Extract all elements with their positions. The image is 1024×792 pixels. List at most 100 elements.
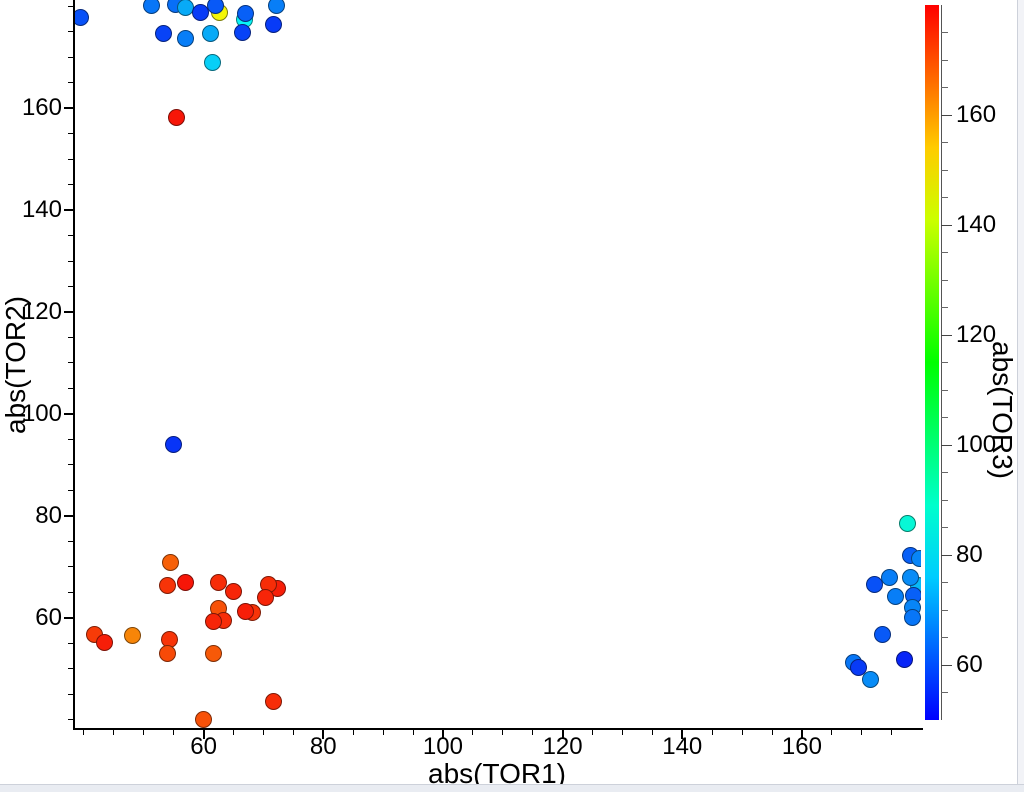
x-major-tick: [441, 730, 444, 739]
y-minor-tick: [68, 693, 73, 695]
scatter-point: [205, 613, 223, 631]
scatter-point: [155, 24, 173, 42]
colorbar-minor-tick: [941, 692, 948, 693]
x-minor-tick: [711, 730, 713, 735]
colorbar-minor-tick: [941, 472, 948, 473]
scatter-point: [267, 0, 285, 14]
scatter-point: [265, 16, 283, 34]
y-axis-title: abs(TOR2): [0, 296, 31, 434]
x-axis-line: [73, 728, 923, 730]
scatter-point: [895, 651, 913, 669]
scatter-point: [159, 644, 177, 662]
scatter-point: [165, 435, 183, 453]
scatter-point: [192, 3, 210, 21]
y-minor-tick: [68, 133, 73, 135]
y-minor-tick: [68, 362, 73, 364]
colorbar-minor-tick: [941, 527, 948, 528]
scatter-point: [898, 514, 916, 532]
scatter-point: [177, 574, 195, 592]
y-tick-label: 140: [21, 196, 62, 224]
colorbar-minor-tick: [941, 32, 948, 33]
y-minor-tick: [68, 56, 73, 58]
y-tick-label: 120: [21, 297, 62, 325]
colorbar-major-tick: [941, 444, 952, 446]
scatter-point: [143, 0, 161, 14]
colorbar-major-tick: [941, 114, 952, 116]
y-axis-line: [73, 0, 75, 730]
scatter-point: [177, 29, 195, 47]
x-tick-label: 120: [542, 733, 583, 760]
scatter-point: [886, 588, 904, 606]
x-minor-tick: [861, 730, 863, 735]
plot-area: [75, 0, 921, 729]
y-minor-tick: [68, 387, 73, 389]
x-minor-tick: [771, 730, 773, 735]
colorbar-minor-tick: [941, 252, 948, 253]
x-minor-tick: [292, 730, 294, 735]
scatter-point: [204, 53, 222, 71]
scatter-point: [202, 24, 220, 42]
colorbar-major-tick: [941, 224, 952, 226]
colorbar-tick-label: 60: [956, 651, 983, 678]
x-minor-tick: [592, 730, 594, 735]
colorbar-tick-label: 160: [956, 101, 997, 128]
x-major-tick: [800, 730, 803, 739]
scatter-point: [910, 550, 921, 568]
scatter-point: [257, 589, 275, 607]
x-tick-label: 60: [190, 733, 217, 760]
y-minor-tick: [68, 489, 73, 491]
window-bottom-strip: [0, 784, 1024, 792]
scatter-point: [237, 4, 255, 22]
scatter-point: [237, 603, 255, 621]
y-minor-tick: [68, 82, 73, 84]
y-minor-tick: [68, 5, 73, 7]
y-minor-tick: [68, 642, 73, 644]
colorbar: [925, 5, 939, 720]
colorbar-minor-tick: [941, 87, 948, 88]
colorbar-minor-tick: [941, 307, 948, 308]
x-minor-tick: [233, 730, 235, 735]
colorbar-minor-tick: [941, 169, 948, 171]
x-minor-tick: [412, 730, 414, 735]
scatter-point: [880, 568, 898, 586]
scatter-point: [195, 711, 213, 729]
y-minor-tick: [68, 158, 73, 160]
scatter-point: [162, 554, 180, 572]
scatter-point: [207, 0, 225, 14]
y-minor-tick: [68, 719, 73, 721]
x-minor-tick: [502, 730, 504, 735]
scatter-point: [205, 644, 223, 662]
x-minor-tick: [113, 730, 115, 735]
x-minor-tick: [621, 730, 623, 735]
colorbar-minor-tick: [941, 389, 948, 391]
colorbar-minor-tick: [941, 59, 948, 61]
x-minor-tick: [83, 730, 85, 735]
window-right-edge: [1017, 0, 1024, 784]
x-minor-tick: [143, 730, 145, 735]
y-minor-tick: [68, 31, 73, 33]
y-major-tick: [64, 412, 73, 415]
colorbar-tick-label: 80: [956, 541, 983, 568]
scatter-point: [849, 659, 867, 677]
colorbar-minor-tick: [941, 142, 948, 143]
scatter-point: [168, 108, 186, 126]
y-major-tick: [64, 616, 73, 619]
scatter-point: [123, 627, 141, 645]
x-minor-tick: [382, 730, 384, 735]
y-minor-tick: [68, 235, 73, 237]
scatter-point: [861, 670, 879, 688]
x-minor-tick: [352, 730, 354, 735]
x-minor-tick: [173, 730, 175, 735]
x-major-tick: [561, 730, 564, 739]
y-minor-tick: [68, 184, 73, 186]
x-minor-tick: [472, 730, 474, 735]
x-tick-label: 160: [781, 733, 822, 760]
y-tick-label: 160: [21, 94, 62, 122]
scatter-point: [866, 576, 884, 594]
scatter-point: [234, 23, 252, 41]
scatter-point: [95, 634, 113, 652]
y-tick-label: 60: [35, 603, 62, 631]
x-tick-label: 140: [662, 733, 703, 760]
colorbar-minor-tick: [941, 197, 948, 198]
